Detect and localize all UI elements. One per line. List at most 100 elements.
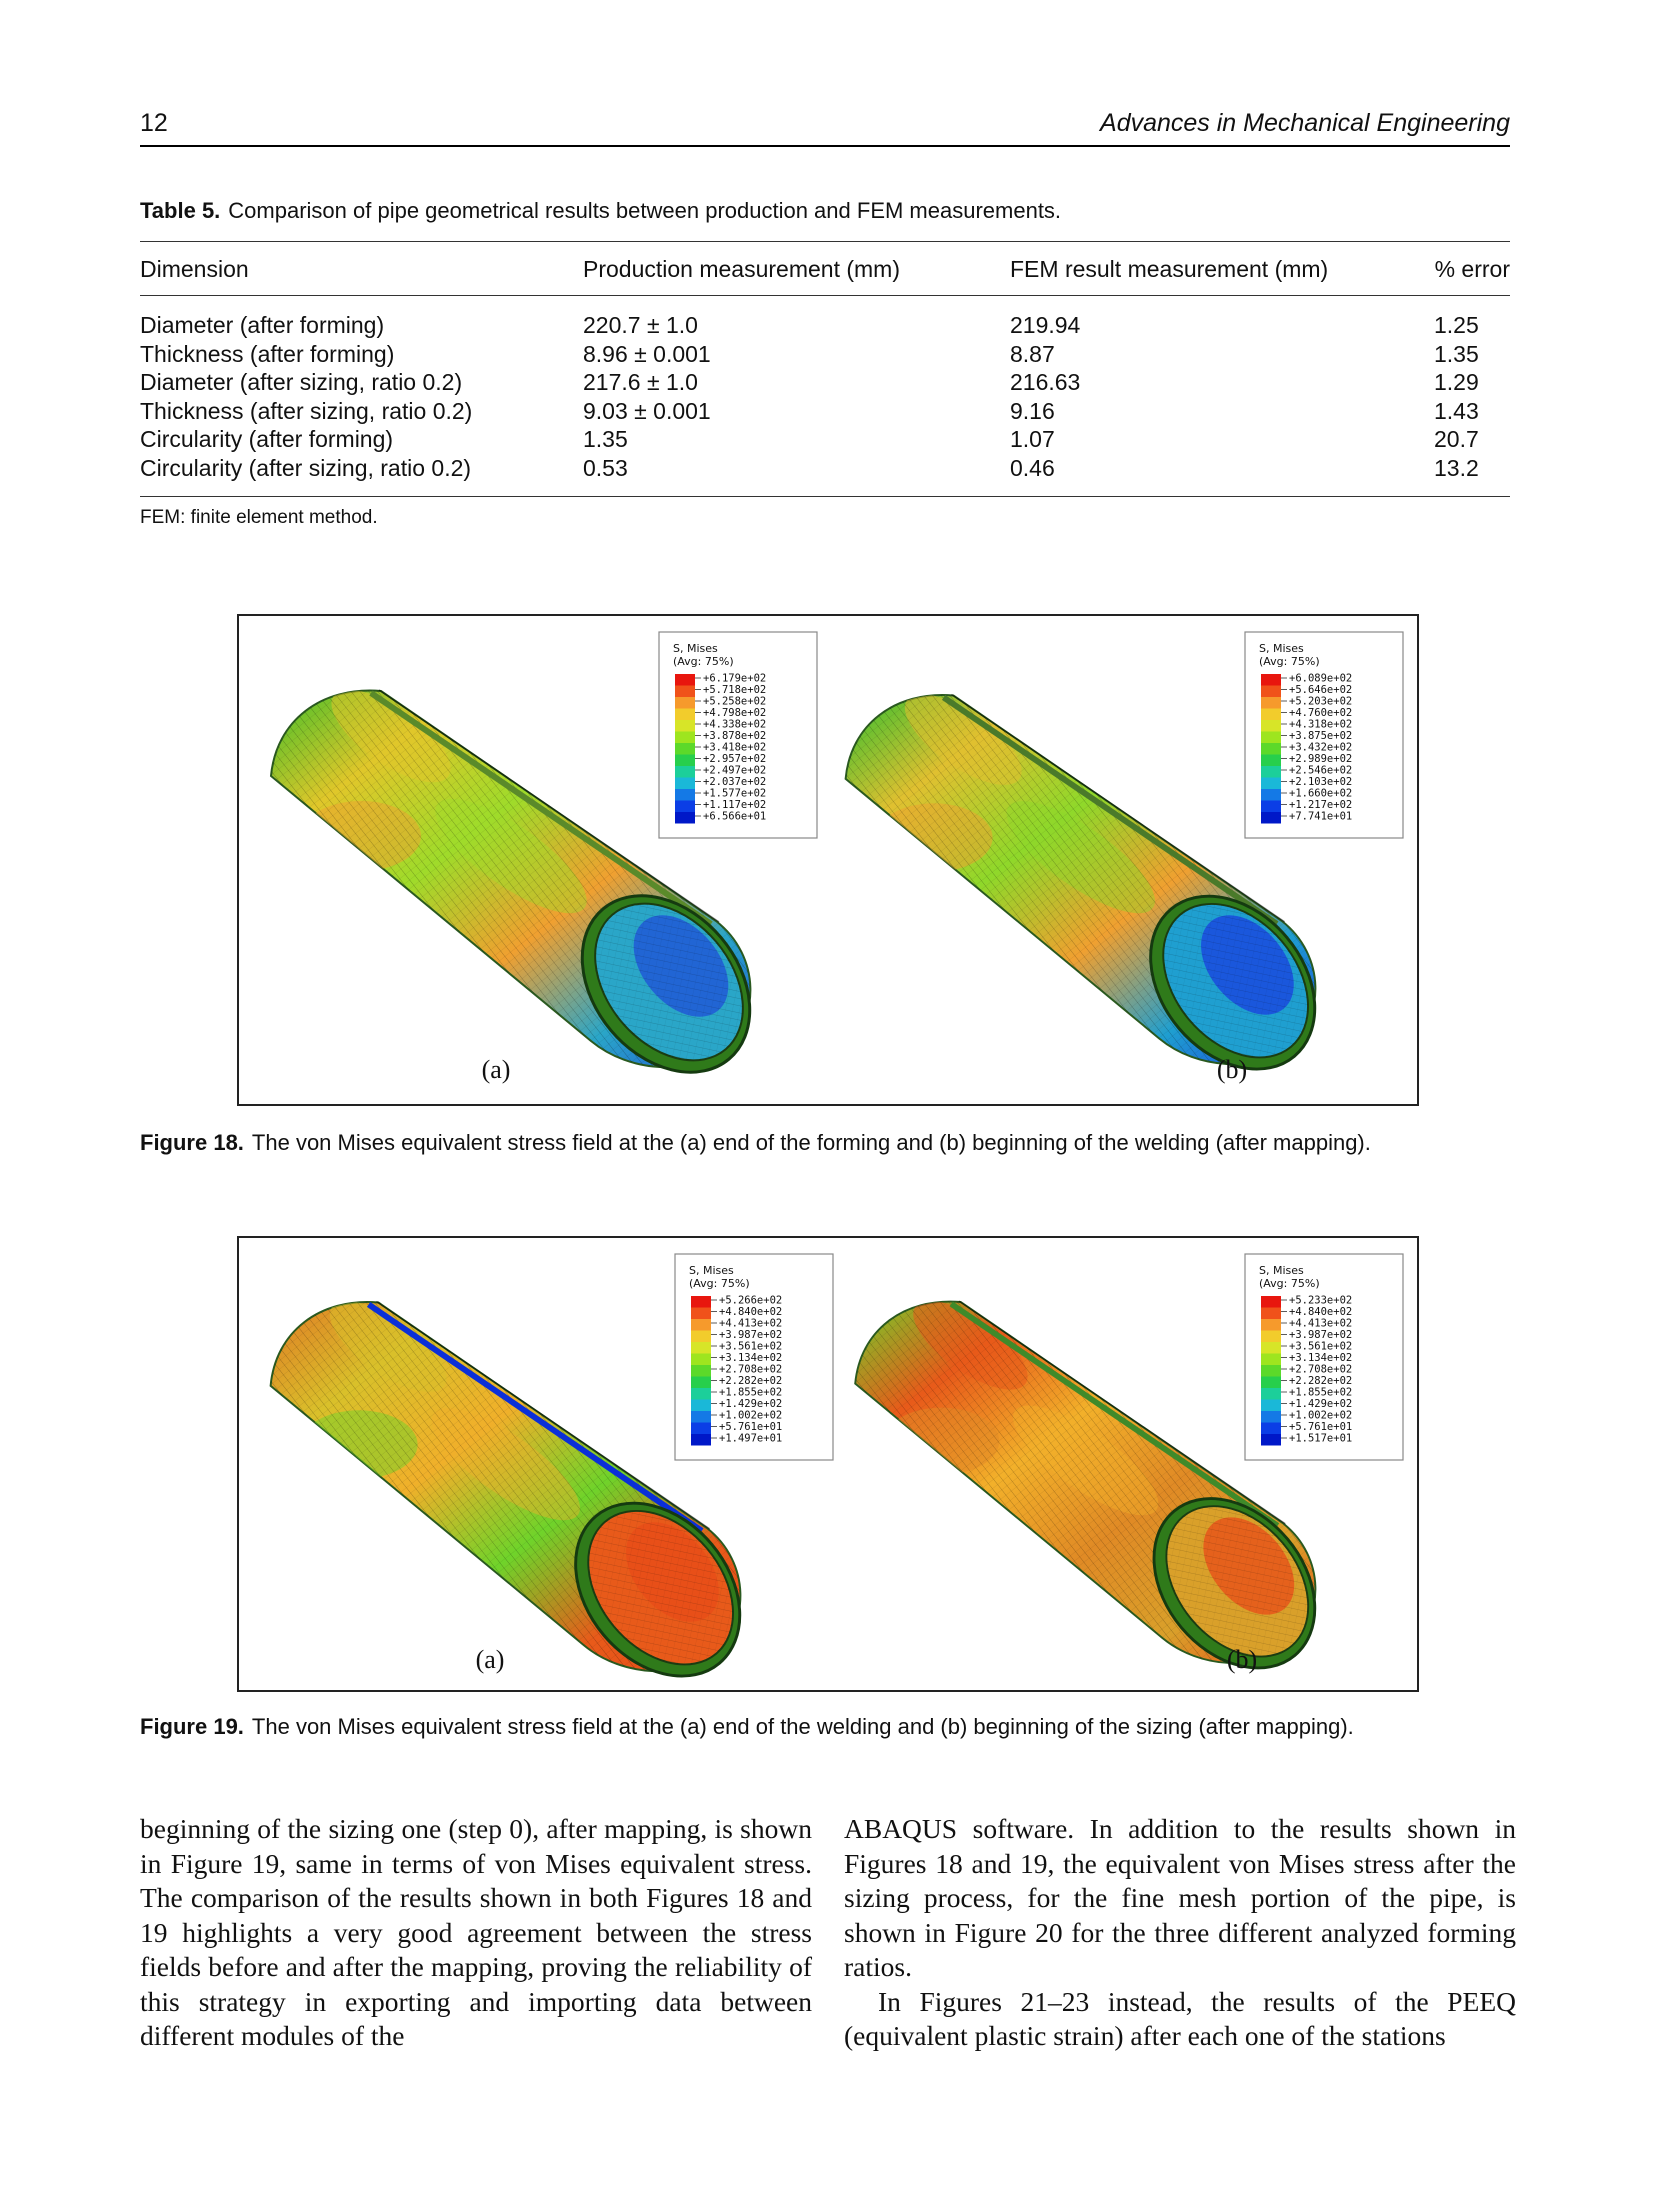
legend-value: +1.497e+01	[719, 1433, 782, 1445]
legend-swatch	[675, 789, 695, 801]
panel-label: (a)	[482, 1055, 511, 1084]
legend-value: +2.037e+02	[703, 776, 766, 788]
running-header: 12 Advances in Mechanical Engineering	[140, 105, 1510, 147]
legend-value: +6.566e+01	[703, 811, 766, 823]
legend-swatch	[675, 720, 695, 732]
legend-value: +4.840e+02	[1289, 1306, 1352, 1318]
legend-swatch	[1261, 720, 1281, 732]
legend-swatch	[1261, 685, 1281, 697]
legend-swatch	[1261, 1353, 1281, 1365]
legend-value: +5.646e+02	[1289, 684, 1352, 696]
legend-average: (Avg: 75%)	[673, 655, 734, 668]
legend-swatch	[1261, 1411, 1281, 1423]
figure-18-caption-text: The von Mises equivalent stress field at…	[251, 1130, 1371, 1155]
legend-value: +2.282e+02	[719, 1375, 782, 1387]
legend-swatch	[691, 1296, 711, 1308]
legend-value: +3.987e+02	[719, 1329, 782, 1341]
legend-swatch	[675, 731, 695, 743]
legend-value: +1.429e+02	[719, 1398, 782, 1410]
legend-value: +3.418e+02	[703, 742, 766, 754]
legend-swatch	[1261, 1422, 1281, 1434]
legend-swatch	[1261, 800, 1281, 812]
legend-title: S, Mises	[1259, 642, 1304, 655]
table-cell: 1.25	[1434, 312, 1479, 338]
legend-value: +1.217e+02	[1289, 799, 1352, 811]
legend-swatch	[1261, 777, 1281, 789]
legend-swatch	[675, 685, 695, 697]
legend-swatch	[675, 743, 695, 755]
figure-18: S, Mises (Avg: 75%) +6.179e+02 +5.718e+02 +5…	[237, 614, 1419, 1106]
legend-value: +4.338e+02	[703, 719, 766, 731]
table-cell: Circularity (after sizing, ratio 0.2)	[140, 454, 472, 481]
stress-legend: S, Mises(Avg: 75%) +5.266e+02+4.840e+02+4…	[674, 1253, 834, 1461]
legend-value: +6.089e+02	[1289, 673, 1352, 685]
seam-line	[941, 695, 1279, 927]
legend-value: +3.432e+02	[1289, 742, 1352, 754]
legend-swatch	[1261, 754, 1281, 766]
legend-value: +5.203e+02	[1289, 696, 1352, 708]
legend-value: +5.718e+02	[703, 684, 766, 696]
legend-swatch	[691, 1399, 711, 1411]
legend-swatch	[1261, 1399, 1281, 1411]
journal-name: Advances in Mechanical Engineering	[1100, 109, 1510, 137]
legend-value: +1.855e+02	[1289, 1387, 1352, 1399]
table-header-rule	[140, 295, 1510, 296]
table-cell: 1.43	[1434, 397, 1479, 424]
legend-value: +4.413e+02	[719, 1318, 782, 1330]
figure-19-canvas: S, Mises(Avg: 75%)+5.266e+02+4.840e+02+4…	[269, 1253, 1404, 1678]
panel-label: (b)	[1227, 1645, 1257, 1674]
legend-swatch	[1261, 1434, 1281, 1446]
table-header-production: Production measurement (mm)	[583, 256, 900, 282]
legend-swatch	[1261, 743, 1281, 755]
legend-title: S, Mises	[673, 642, 718, 655]
interior-mesh	[1166, 1506, 1309, 1657]
legend-value: +4.760e+02	[1289, 707, 1352, 719]
legend-swatch	[691, 1319, 711, 1331]
table-cell: Thickness (after sizing, ratio 0.2)	[140, 397, 473, 424]
legend-value: +2.708e+02	[1289, 1364, 1352, 1376]
legend-value: +2.497e+02	[703, 765, 766, 777]
legend-swatch	[1261, 812, 1281, 824]
table-cell: 0.46	[1010, 454, 1055, 481]
legend-value: +5.233e+02	[1289, 1295, 1352, 1307]
legend-swatch	[1261, 1342, 1281, 1354]
table-cell: 220.7 ± 1.0	[583, 312, 698, 338]
legend-value: +2.103e+02	[1289, 776, 1352, 788]
legend-value: +3.134e+02	[1289, 1352, 1352, 1364]
figure-19: S, Mises (Avg: 75%) +5.266e+02 +4.840e+02 +4…	[237, 1236, 1419, 1692]
legend-value: +4.840e+02	[719, 1306, 782, 1318]
table-header-error: % error	[1434, 256, 1510, 282]
table-bottom-rule	[140, 496, 1510, 497]
legend-swatch	[1261, 1365, 1281, 1377]
legend-swatch	[691, 1365, 711, 1377]
table-cell: Thickness (after forming)	[140, 340, 395, 367]
legend-swatch	[675, 708, 695, 720]
legend-swatch	[691, 1353, 711, 1365]
table-cell: 1.29	[1434, 369, 1479, 395]
panel-label: (b)	[1217, 1055, 1247, 1084]
legend-value: +3.875e+02	[1289, 730, 1352, 742]
page-number: 12	[140, 109, 168, 137]
legend-value: +2.708e+02	[719, 1364, 782, 1376]
seam-edge	[378, 689, 720, 923]
legend-swatch	[691, 1411, 711, 1423]
legend-value: +1.429e+02	[1289, 1398, 1352, 1410]
seam-line	[366, 1302, 704, 1534]
figure-18-label: Figure 18.	[140, 1130, 244, 1155]
table-cell: 8.96 ± 0.001	[583, 340, 711, 367]
legend-average: (Avg: 75%)	[689, 1277, 750, 1290]
figure-19-label: Figure 19.	[140, 1714, 244, 1739]
table-header-fem: FEM result measurement (mm)	[1010, 256, 1329, 282]
legend-swatch	[1261, 731, 1281, 743]
legend-value: +6.179e+02	[703, 673, 766, 685]
legend-swatch	[1261, 674, 1281, 686]
pipe-model	[269, 689, 752, 1074]
table-caption-text: Comparison of pipe geometrical results b…	[228, 198, 1062, 223]
table-cell: Diameter (after sizing, ratio 0.2)	[140, 369, 463, 395]
legend-value: +1.517e+01	[1289, 1433, 1352, 1445]
legend-swatch	[675, 777, 695, 789]
body-paragraph: ABAQUS software. In addition to the resu…	[844, 1813, 1516, 1982]
table-cell: 20.7	[1434, 426, 1479, 452]
table-cell: 9.03 ± 0.001	[583, 397, 711, 424]
